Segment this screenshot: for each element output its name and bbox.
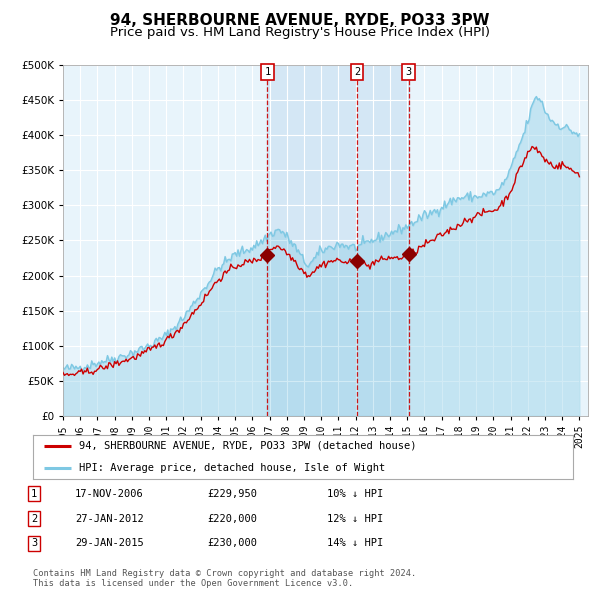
Text: 2: 2: [354, 67, 360, 77]
Text: 94, SHERBOURNE AVENUE, RYDE, PO33 3PW: 94, SHERBOURNE AVENUE, RYDE, PO33 3PW: [110, 13, 490, 28]
Bar: [268, 65, 409, 416]
Text: 1: 1: [264, 67, 271, 77]
Text: HPI: Average price, detached house, Isle of Wight: HPI: Average price, detached house, Isle…: [79, 463, 385, 473]
Text: £220,000: £220,000: [207, 514, 257, 523]
Text: 27-JAN-2012: 27-JAN-2012: [75, 514, 144, 523]
Text: £229,950: £229,950: [207, 489, 257, 499]
Text: 3: 3: [406, 67, 412, 77]
Text: 10% ↓ HPI: 10% ↓ HPI: [327, 489, 383, 499]
Text: Price paid vs. HM Land Registry's House Price Index (HPI): Price paid vs. HM Land Registry's House …: [110, 26, 490, 39]
Text: 17-NOV-2006: 17-NOV-2006: [75, 489, 144, 499]
Text: 1: 1: [31, 489, 37, 499]
Text: 29-JAN-2015: 29-JAN-2015: [75, 539, 144, 548]
Text: £230,000: £230,000: [207, 539, 257, 548]
Text: 14% ↓ HPI: 14% ↓ HPI: [327, 539, 383, 548]
Text: Contains HM Land Registry data © Crown copyright and database right 2024.
This d: Contains HM Land Registry data © Crown c…: [33, 569, 416, 588]
Text: 2: 2: [31, 514, 37, 523]
Text: 94, SHERBOURNE AVENUE, RYDE, PO33 3PW (detached house): 94, SHERBOURNE AVENUE, RYDE, PO33 3PW (d…: [79, 441, 416, 451]
Text: 3: 3: [31, 539, 37, 548]
Text: 12% ↓ HPI: 12% ↓ HPI: [327, 514, 383, 523]
